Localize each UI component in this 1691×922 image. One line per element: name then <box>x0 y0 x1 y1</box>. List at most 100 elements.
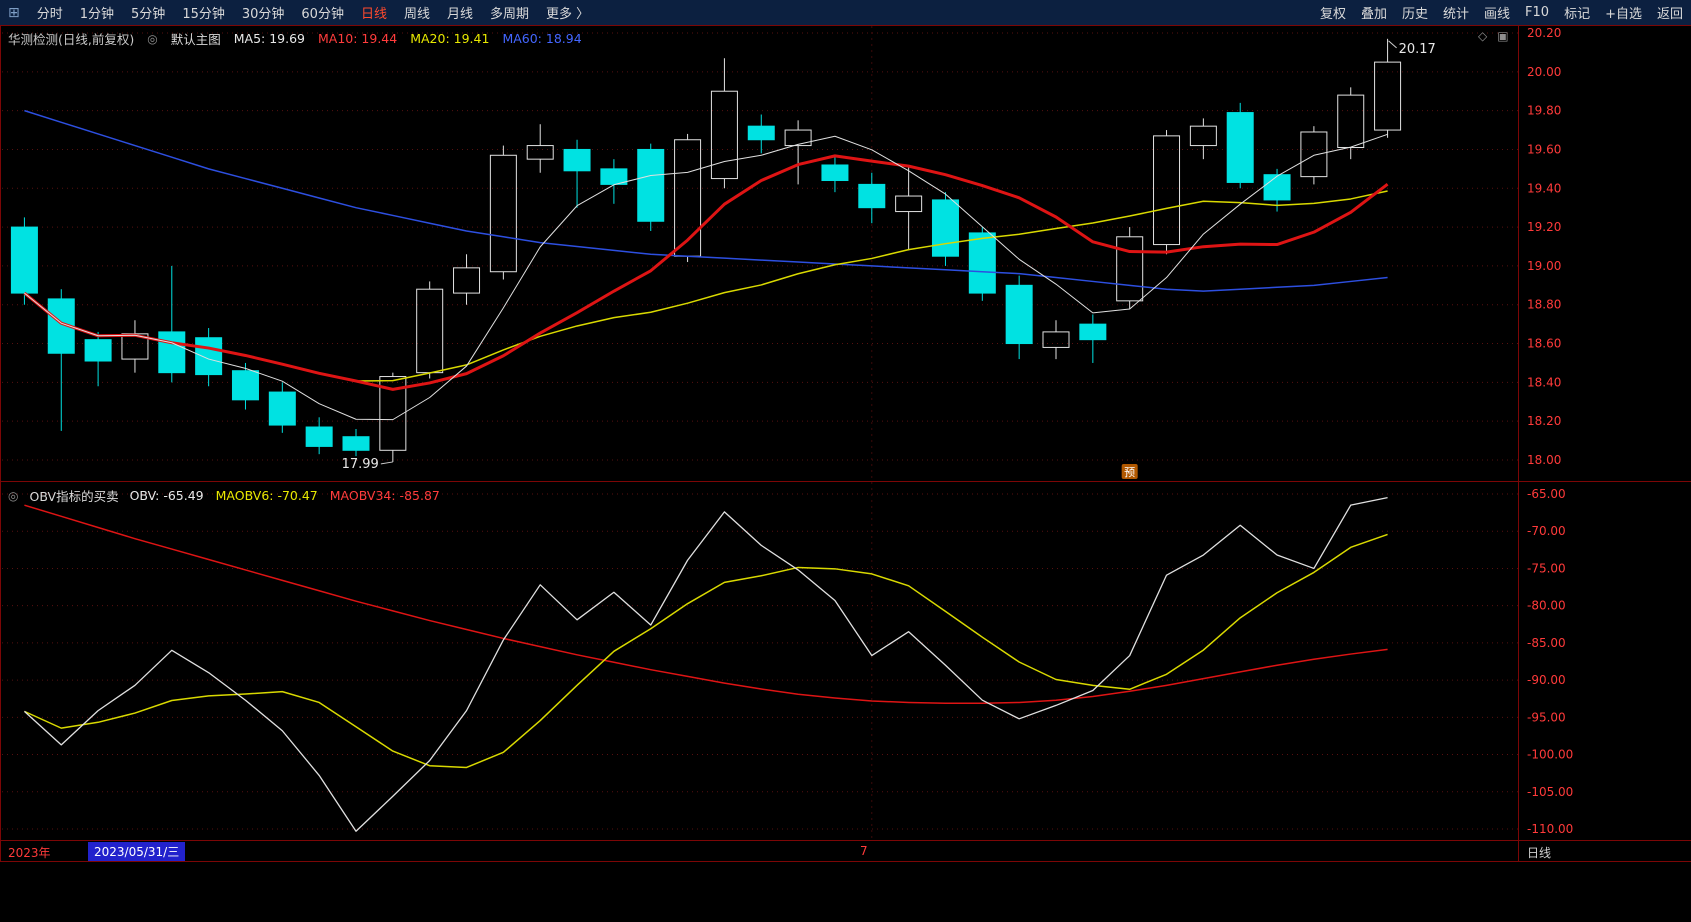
toolbar-action-item[interactable]: 返回 <box>1656 7 1683 22</box>
toolbar-period-item[interactable]: 1分钟 <box>79 7 115 22</box>
candle-down <box>1005 284 1033 345</box>
price-axis-label: 20.00 <box>1527 65 1561 79</box>
obv-axis-label: -85.00 <box>1527 636 1566 650</box>
top-toolbar: ⊞ 分时 1分钟 5分钟 15分钟 30分钟 60分钟 日线 周线 月线 多周期 更多 〉 复权 叠加… <box>0 0 1691 25</box>
candle-up <box>453 267 481 294</box>
price-axis-label: 18.60 <box>1527 337 1561 351</box>
period-indicator: 日线 <box>1527 846 1552 860</box>
candle-down <box>968 232 996 294</box>
period-menu: ⊞ 分时 1分钟 5分钟 15分钟 30分钟 60分钟 日线 周线 月线 多周期 更多 〉 <box>8 3 590 23</box>
toolbar-action-item[interactable]: F10 <box>1525 5 1550 20</box>
candle-down <box>10 226 38 294</box>
candle-down <box>231 370 259 401</box>
marker-diamond-icon[interactable]: ◇ <box>1478 29 1488 43</box>
candle-down <box>858 183 886 209</box>
current-date-chip: 2023/05/31/三 <box>88 842 186 861</box>
obv-axis-label: -105.00 <box>1527 785 1573 799</box>
event-badge-text: 预 <box>1124 466 1135 479</box>
toolbar-action-item[interactable]: 统计 <box>1443 7 1470 22</box>
candle-up <box>1116 236 1144 302</box>
candle-up <box>416 288 444 374</box>
toolbar-period-item[interactable]: 5分钟 <box>131 7 166 22</box>
toolbar-action-item[interactable]: 复权 <box>1319 7 1346 22</box>
ma-value-label: MA60: 18.94 <box>502 31 582 46</box>
axis-year-label: 2023年 <box>8 846 51 860</box>
toolbar-action-item[interactable]: 叠加 <box>1360 7 1387 22</box>
toolbar-action-item[interactable]: 画线 <box>1484 7 1511 22</box>
candle-up <box>526 145 554 160</box>
toolbar-action-item[interactable]: 历史 <box>1401 7 1428 22</box>
price-axis-label: 19.60 <box>1527 142 1561 156</box>
ma-value-label: MA20: 19.41 <box>410 31 490 46</box>
obv-axis-label: -65.00 <box>1527 487 1566 501</box>
event-badge[interactable] <box>1121 464 1138 479</box>
obv-axis-label: -70.00 <box>1527 524 1566 538</box>
candle-up <box>710 90 738 180</box>
obv-value-label: OBV: -65.49 <box>129 488 204 503</box>
low-annotation-pointer <box>380 461 393 465</box>
high-price-annotation: 20.17 <box>1399 42 1436 57</box>
maobv6-line <box>24 533 1388 769</box>
low-price-annotation: 17.99 <box>342 457 379 472</box>
candle-down <box>1263 174 1291 201</box>
candle-down <box>1079 323 1107 341</box>
toolbar-period-item[interactable]: 分时 <box>36 7 63 22</box>
candle-up <box>1042 331 1070 348</box>
candle-up <box>895 195 923 213</box>
candle-down <box>747 125 775 141</box>
ma5-line <box>24 133 1388 421</box>
candle-down <box>158 331 186 374</box>
candle-down <box>195 337 223 376</box>
toolbar-period-item[interactable]: 60分钟 <box>301 7 344 22</box>
price-axis-label: 19.20 <box>1527 220 1561 234</box>
toolbar-period-item[interactable]: 多周期 <box>490 7 530 22</box>
obv-axis-label: -75.00 <box>1527 561 1566 575</box>
overlay-settings-icon[interactable]: ◎ <box>147 31 158 46</box>
ma60-line <box>24 109 1388 292</box>
toolbar-period-item[interactable]: 日线 <box>360 7 387 22</box>
price-axis-label: 18.00 <box>1527 453 1561 467</box>
toolbar-period-item[interactable]: 周线 <box>403 7 430 22</box>
candle-down <box>84 339 112 362</box>
ma-legend: MA5: 19.69 MA10: 19.44 MA20: 19.41 MA60: 18… <box>234 31 595 46</box>
obv-axis-label: -110.00 <box>1527 822 1573 836</box>
pane-corner-icons: ◇ ▣ <box>1478 29 1509 43</box>
candle-down <box>637 148 665 222</box>
price-axis-label: 18.20 <box>1527 414 1561 428</box>
candle-down <box>305 426 333 447</box>
toolbar-action-item[interactable]: +自选 <box>1605 7 1642 22</box>
high-annotation-pointer <box>1388 40 1397 49</box>
candle-down <box>931 199 959 257</box>
overlay-selector[interactable]: 默认主图 <box>170 32 221 47</box>
maobv34-line <box>24 504 1388 704</box>
obv-panel-header: ◎ OBV指标的买卖 OBV: -65.49 MAOBV6: -70.47 MAOB… <box>8 486 452 505</box>
maximize-panel-icon[interactable]: ▣ <box>1497 29 1509 43</box>
candle-down <box>821 164 849 182</box>
toolbar-period-item[interactable]: 15分钟 <box>182 7 225 22</box>
candle-up <box>489 154 517 273</box>
price-axis-label: 20.20 <box>1527 26 1561 40</box>
toolbar-period-item[interactable]: 30分钟 <box>241 7 285 22</box>
candle-up <box>1153 135 1181 246</box>
candle-down <box>1226 112 1254 183</box>
price-axis-label: 19.40 <box>1527 181 1561 195</box>
toolbar-actions: 复权 叠加 历史 统计 画线 F10 标记 +自选 返回 <box>1320 3 1683 22</box>
ma10-line <box>23 154 1389 391</box>
candle-up <box>1300 131 1328 178</box>
candle-up <box>1189 125 1217 147</box>
obv-line <box>23 497 1388 832</box>
toolbar-period-item[interactable]: 月线 <box>446 7 473 22</box>
obv-settings-icon[interactable]: ◎ <box>8 488 19 503</box>
app-window-icon[interactable]: ⊞ <box>8 4 20 21</box>
candle-up <box>1337 94 1365 149</box>
price-axis-label: 18.80 <box>1527 298 1561 312</box>
candle-up <box>379 376 407 451</box>
axis-month-marker: 7 <box>860 844 868 858</box>
price-axis-label: 18.40 <box>1527 375 1561 389</box>
toolbar-action-item[interactable]: 标记 <box>1564 7 1591 22</box>
toolbar-period-item[interactable]: 更多 〉 <box>546 7 590 22</box>
obv-axis-label: -100.00 <box>1527 748 1573 762</box>
candle-up <box>1374 61 1402 131</box>
